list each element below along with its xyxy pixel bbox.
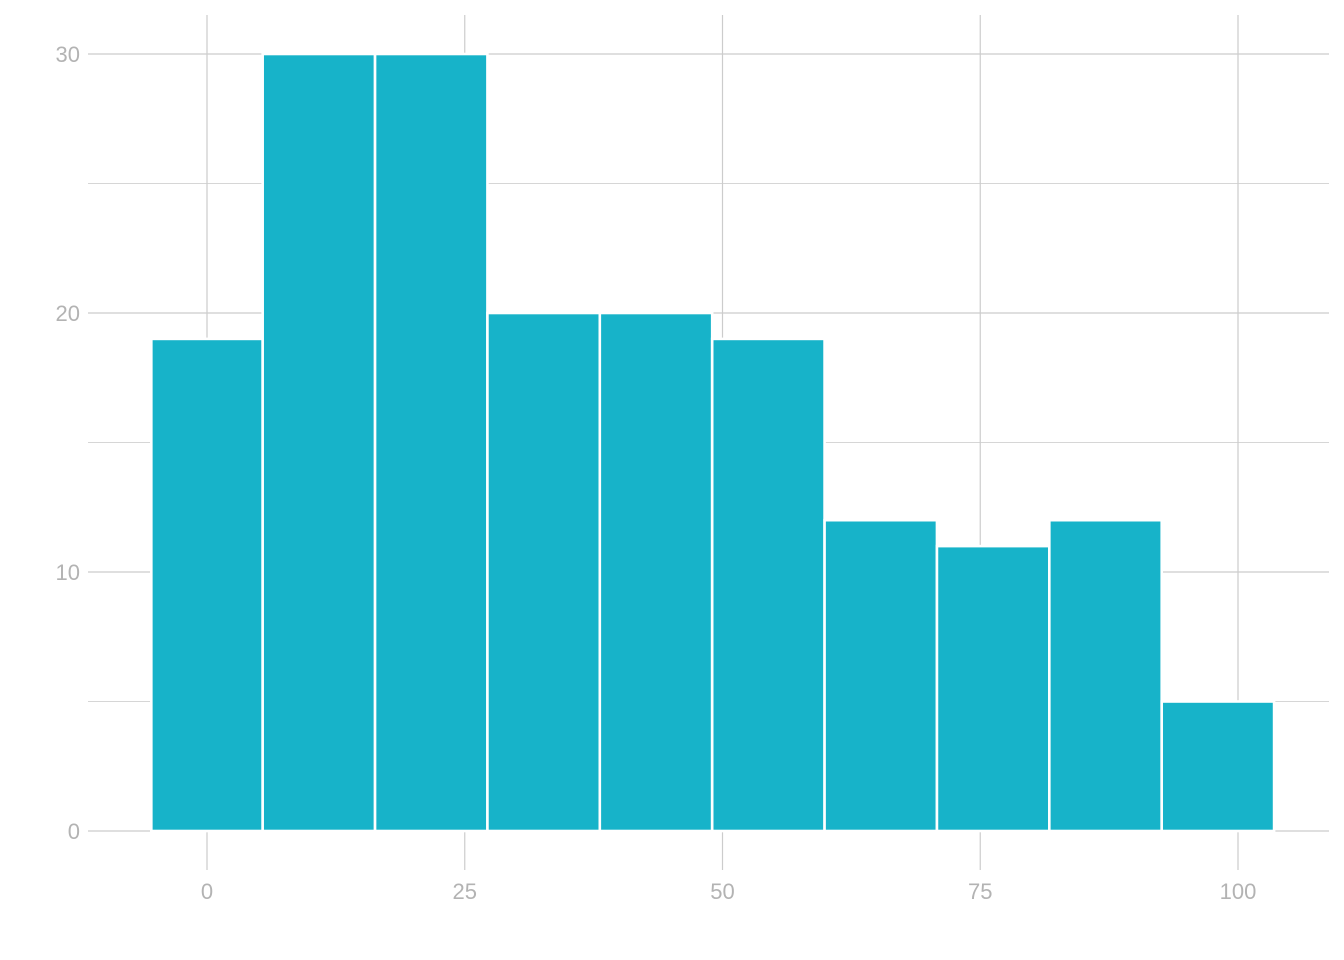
histogram-bar [373,52,489,833]
x-tick-label: 25 [453,879,477,904]
histogram-bar [710,337,826,833]
histogram-bar [1048,518,1164,833]
histogram-bar [823,518,939,833]
y-tick-label: 20 [56,301,80,326]
histogram-bar [598,311,714,833]
histogram-bar [486,311,602,833]
x-tick-label: 75 [968,879,992,904]
x-tick-label: 0 [201,879,213,904]
y-tick-label: 0 [68,819,80,844]
histogram-bar [935,544,1051,833]
histogram-bar [261,52,377,833]
histogram-bar [1160,700,1276,833]
y-tick-label: 30 [56,42,80,67]
y-axis-tick-labels: 0 10 20 30 [56,42,80,844]
x-tick-label: 100 [1220,879,1257,904]
x-axis-tick-labels: 0 25 50 75 100 [201,879,1256,904]
histogram-bar [150,337,264,833]
y-tick-label: 10 [56,560,80,585]
histogram-bars [150,52,1276,833]
x-tick-label: 50 [710,879,734,904]
